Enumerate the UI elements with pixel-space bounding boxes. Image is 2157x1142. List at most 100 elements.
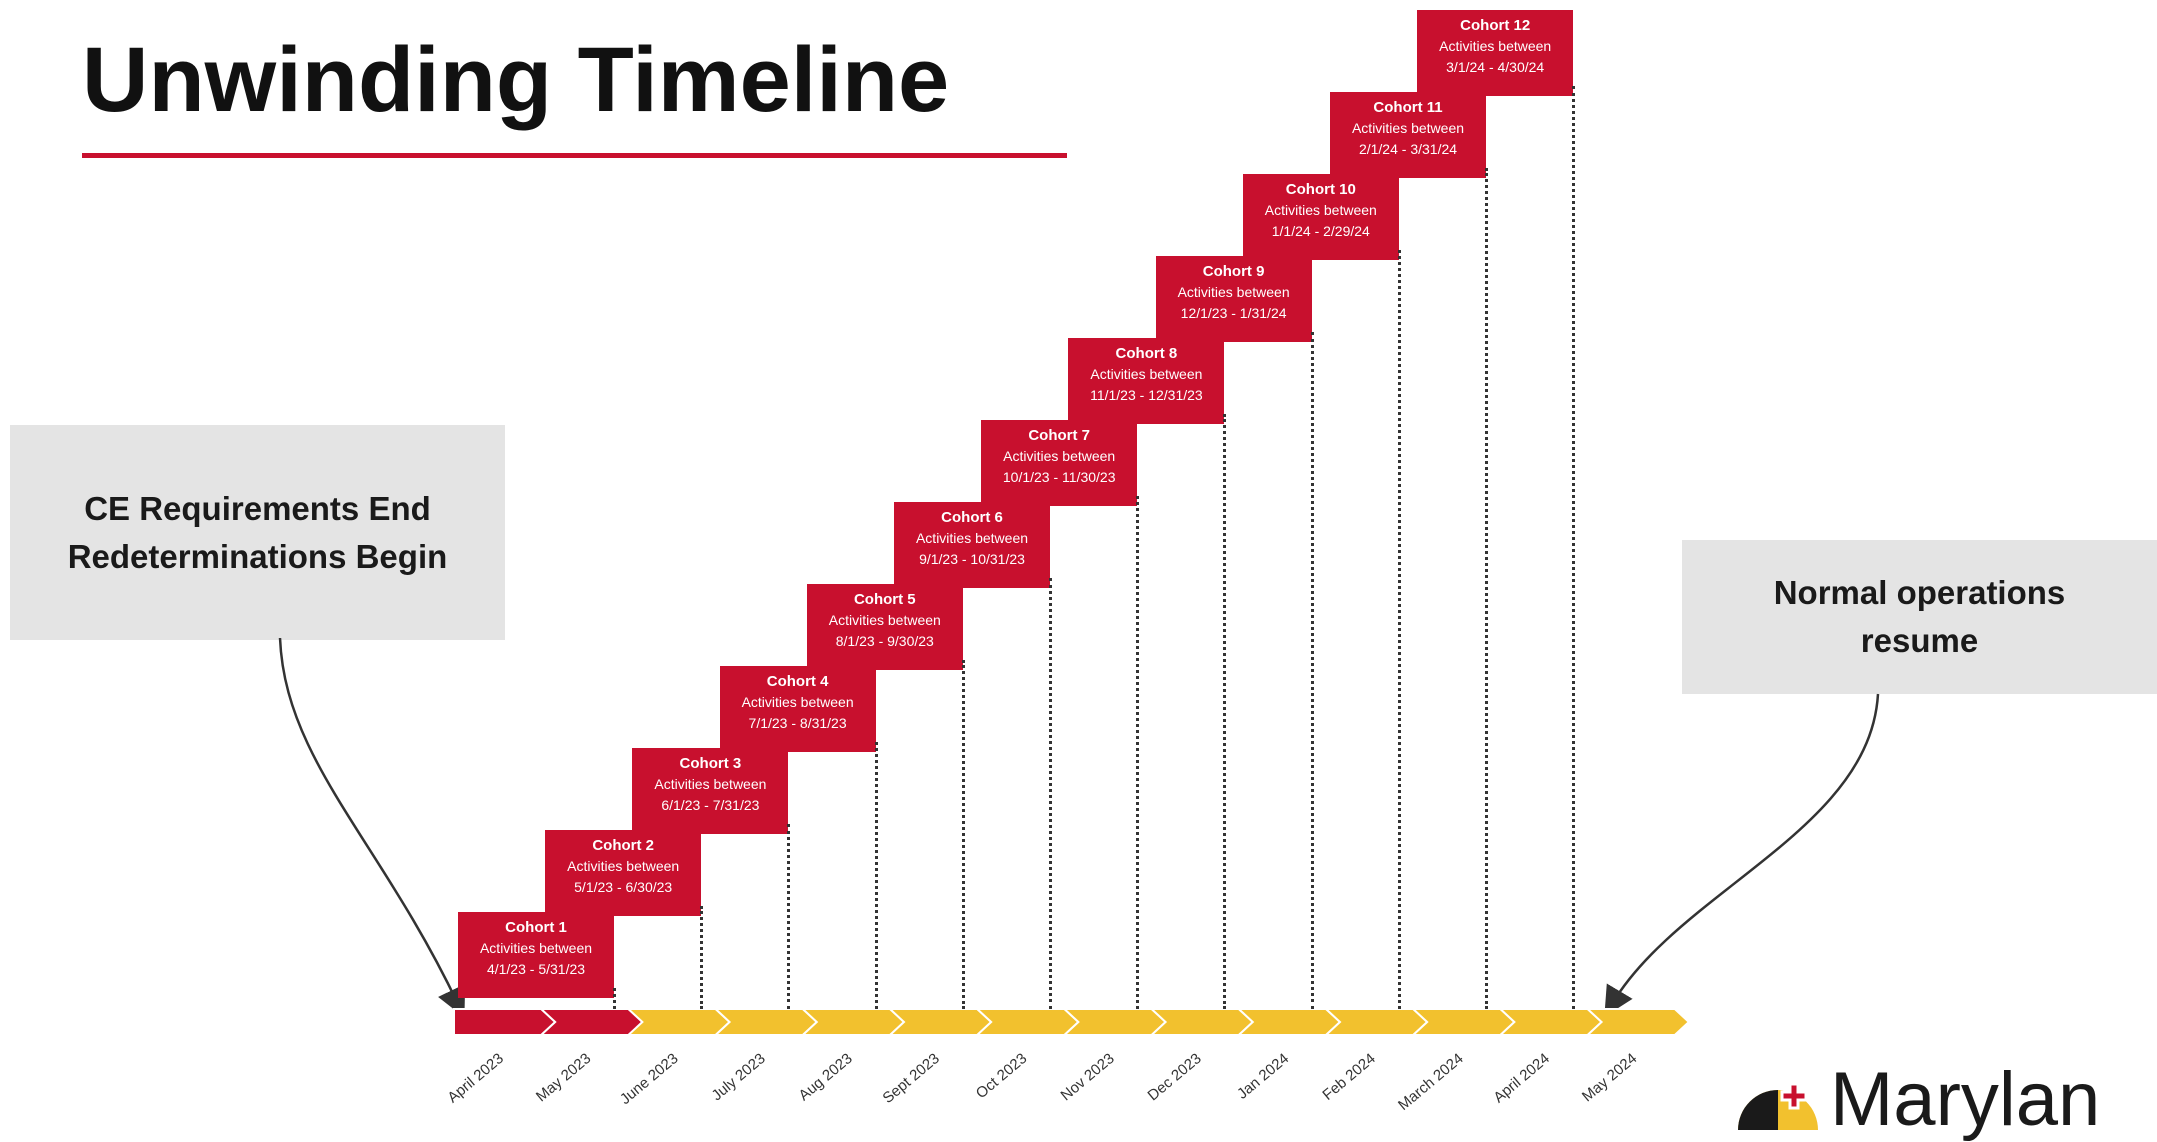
month-label: Sept 2023	[879, 1049, 944, 1107]
cohort-title: Cohort 7	[1028, 427, 1091, 444]
cohort-end-dotted-line	[1136, 496, 1140, 1009]
month-label: Feb 2024	[1319, 1049, 1380, 1104]
cohort-end-dotted-line	[1397, 250, 1401, 1009]
cohort-end-dotted-line	[1485, 168, 1488, 1009]
cohort-box: Cohort 12 Activities between 3/1/24 - 4/30…	[1417, 10, 1574, 96]
cohort-box: Cohort 11 Activities between 2/1/24 - 3/31…	[1330, 92, 1486, 178]
timeline-segment	[887, 1008, 993, 1036]
month-label: March 2024	[1394, 1049, 1467, 1114]
cohort-title: Cohort 8	[1115, 345, 1178, 362]
month-label: April 2023	[444, 1049, 508, 1107]
cohort-end-dotted-line	[1049, 578, 1052, 1009]
cohort-end-dotted-line	[1223, 414, 1227, 1009]
month-label: May 2024	[1579, 1049, 1641, 1106]
cohort-end-dotted-line	[1310, 332, 1314, 1009]
timeline-segment	[538, 1008, 644, 1036]
timeline-segment	[625, 1008, 732, 1036]
cohort-end-dotted-line	[961, 660, 965, 1009]
cohort-date-range: 2/1/24 - 3/31/24	[1358, 141, 1458, 157]
cohort-activities-label: Activities between	[1264, 202, 1377, 218]
cohort-title: Cohort 6	[941, 509, 1003, 526]
cohort-activities-label: Activities between	[654, 776, 767, 792]
maryland-flag-icon	[1738, 1082, 1818, 1130]
cohort-box: Cohort 8 Activities between 11/1/23 - 12/3…	[1068, 338, 1225, 424]
callout-left-line2: Redeterminations Begin	[67, 537, 448, 575]
cohort-activities-label: Activities between	[1003, 448, 1116, 464]
cohort-box: Cohort 10 Activities between 1/1/24 - 2/29…	[1242, 174, 1399, 260]
callout-ce-requirements-end: CE Requirements End Redeterminations Beg…	[10, 425, 505, 640]
timeline-segment	[453, 1008, 557, 1036]
timeline-segment	[1323, 1008, 1429, 1036]
cohort-title: Cohort 5	[853, 591, 916, 608]
cohort-end-dotted-line	[700, 906, 704, 1009]
month-label: Dec 2023	[1144, 1049, 1205, 1105]
callout-right-line1: Normal operations	[1773, 574, 2066, 611]
cohort-date-range: 9/1/23 - 10/31/23	[919, 551, 1025, 567]
timeline-segment	[713, 1008, 819, 1036]
cohort-date-range: 4/1/23 - 5/31/23	[486, 961, 586, 977]
cohort-activities-label: Activities between	[915, 530, 1029, 546]
month-label: Nov 2023	[1057, 1049, 1118, 1105]
connector-right-arrow	[1604, 693, 1880, 1017]
timeline-segment	[800, 1008, 906, 1036]
cohort-date-range: 1/1/24 - 2/29/24	[1271, 223, 1370, 239]
cohort-title: Cohort 2	[592, 837, 655, 854]
month-label: Jan 2024	[1233, 1049, 1292, 1103]
cohort-title: Cohort 3	[679, 755, 742, 772]
cohort-box: Cohort 1 Activities between 4/1/23 - 5/31/…	[458, 912, 614, 998]
cohort-activities-label: Activities between	[741, 694, 854, 710]
cohort-box: Cohort 4 Activities between 7/1/23 - 8/31/…	[719, 666, 876, 752]
cohort-title: Cohort 9	[1202, 263, 1265, 280]
cohort-date-range: 3/1/24 - 4/30/24	[1446, 59, 1545, 75]
title-underline	[82, 153, 1067, 158]
cohort-title: Cohort 12	[1460, 17, 1531, 34]
maryland-logo-text: Marylan	[1830, 1057, 2101, 1142]
cohort-box: Cohort 2 Activities between 5/1/23 - 6/30/…	[545, 830, 702, 916]
cohort-date-range: 10/1/23 - 11/30/23	[1002, 469, 1116, 485]
cohort-end-dotted-line	[613, 988, 616, 1009]
cohort-activities-label: Activities between	[1351, 120, 1465, 136]
cohort-activities-label: Activities between	[1177, 284, 1290, 300]
cohort-title: Cohort 4	[766, 673, 829, 690]
cohort-activities-label: Activities between	[1090, 366, 1203, 382]
timeline-segment	[1497, 1008, 1604, 1036]
cohort-activities-label: Activities between	[828, 612, 941, 628]
cohort-date-range: 12/1/23 - 1/31/24	[1180, 305, 1287, 321]
cohort-title: Cohort 1	[505, 919, 567, 936]
cohort-box: Cohort 6 Activities between 9/1/23 - 10/31…	[894, 502, 1050, 588]
timeline-segment	[1585, 1008, 1691, 1036]
timeline-segment	[1410, 1008, 1516, 1036]
month-label: July 2023	[708, 1049, 769, 1105]
page-title: Unwinding Timeline	[82, 29, 950, 131]
cohort-activities-label: Activities between	[1439, 38, 1552, 54]
cohort-box: Cohort 5 Activities between 8/1/23 - 9/30/…	[806, 584, 963, 670]
cohort-activities-label: Activities between	[567, 858, 680, 874]
callout-left-line1: CE Requirements End	[84, 489, 431, 527]
timeline-segment	[1061, 1008, 1168, 1036]
cohort-title: Cohort 11	[1373, 99, 1443, 116]
timeline-bar	[453, 1008, 1691, 1036]
cohort-title: Cohort 10	[1285, 181, 1356, 198]
cohort-date-range: 6/1/23 - 7/31/23	[661, 797, 760, 813]
cohort-box: Cohort 7 Activities between 10/1/23 - 11/3…	[981, 420, 1138, 506]
cohort-end-dotted-line	[874, 742, 878, 1009]
callout-right-line2: resume	[1860, 622, 1979, 659]
cohort-activities-label: Activities between	[479, 940, 593, 956]
month-label: Oct 2023	[972, 1049, 1031, 1103]
maryland-logo: Marylan	[1730, 1062, 2157, 1138]
cohort-date-range: 8/1/23 - 9/30/23	[835, 633, 934, 649]
timeline-segment	[1236, 1008, 1342, 1036]
cohort-date-range: 11/1/23 - 12/31/23	[1090, 387, 1203, 403]
cohort-date-range: 5/1/23 - 6/30/23	[574, 879, 673, 895]
cohort-end-dotted-line	[1572, 86, 1576, 1009]
month-label: June 2023	[616, 1049, 682, 1109]
cohort-box: Cohort 3 Activities between 6/1/23 - 7/31/…	[632, 748, 789, 834]
connector-left-arrow	[278, 637, 466, 1018]
month-label: May 2023	[532, 1049, 595, 1106]
callout-normal-operations: Normal operations resume	[1682, 540, 2157, 694]
cohort-date-range: 7/1/23 - 8/31/23	[748, 715, 847, 731]
cohort-end-dotted-line	[787, 824, 791, 1009]
cohort-box: Cohort 9 Activities between 12/1/23 - 1/31…	[1155, 256, 1312, 342]
month-label: Aug 2023	[795, 1049, 856, 1105]
timeline-segment	[974, 1008, 1080, 1036]
